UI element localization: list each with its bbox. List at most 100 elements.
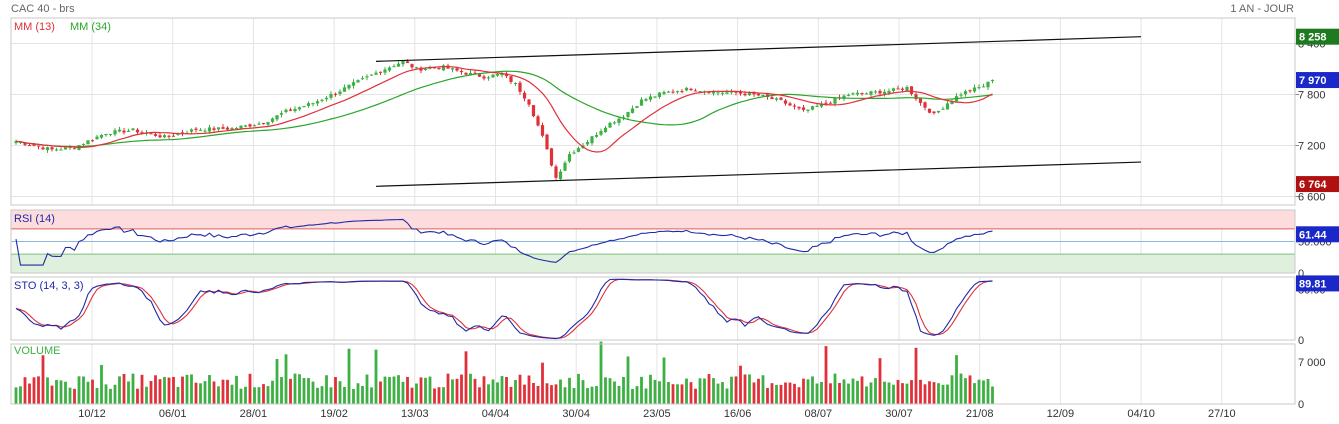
volume-bar bbox=[239, 388, 243, 404]
volume-bar bbox=[901, 383, 904, 404]
volume-bar bbox=[455, 378, 459, 404]
volume-bar bbox=[797, 387, 801, 404]
volume-bar bbox=[739, 365, 742, 404]
candle-body bbox=[158, 135, 162, 138]
candle-body bbox=[266, 122, 270, 125]
candle-body bbox=[234, 128, 239, 130]
volume-bar bbox=[982, 380, 985, 404]
candle-body bbox=[405, 61, 410, 63]
candle-body bbox=[810, 106, 815, 110]
candle-body bbox=[32, 144, 36, 146]
volume-bar bbox=[725, 388, 729, 404]
volume-bar bbox=[977, 379, 981, 404]
volume-bar bbox=[968, 375, 972, 404]
volume-bar bbox=[640, 376, 643, 404]
volume-bar bbox=[554, 384, 558, 404]
volume-bar bbox=[905, 383, 909, 404]
candle-body bbox=[725, 92, 729, 94]
volume-bar bbox=[383, 376, 387, 404]
volume-bar bbox=[41, 355, 45, 404]
volume-bar bbox=[685, 378, 688, 404]
volume-bar bbox=[752, 382, 756, 404]
candle-body bbox=[374, 72, 378, 75]
candle-body bbox=[365, 76, 369, 78]
volume-bar bbox=[604, 377, 607, 404]
volume-bar bbox=[509, 386, 513, 404]
candle-body bbox=[684, 87, 689, 91]
y-tick-label: 7 200 bbox=[1298, 141, 1326, 153]
tag-channel-lower-bg bbox=[1296, 176, 1339, 193]
candle-body bbox=[855, 92, 860, 95]
candle-body bbox=[473, 72, 477, 74]
candle-body bbox=[270, 118, 275, 122]
volume-bar bbox=[320, 386, 324, 404]
candle-body bbox=[644, 99, 648, 101]
candle-body bbox=[711, 91, 716, 94]
candle-body bbox=[86, 140, 90, 145]
candle-body bbox=[180, 132, 185, 134]
volume-bar bbox=[955, 355, 958, 404]
candle-body bbox=[117, 129, 122, 132]
candle-body bbox=[482, 76, 486, 79]
volume-y-tick: 0 bbox=[1298, 399, 1304, 411]
volume-bar bbox=[284, 354, 288, 404]
candle-body bbox=[693, 90, 698, 92]
volume-bars bbox=[14, 341, 994, 404]
volume-bar bbox=[113, 384, 117, 404]
candle-body bbox=[950, 101, 954, 104]
candle-body bbox=[302, 106, 306, 108]
candle-body bbox=[468, 72, 473, 75]
candle-body bbox=[896, 88, 900, 90]
candle-body bbox=[873, 91, 878, 93]
candle-body bbox=[878, 90, 882, 94]
volume-bar bbox=[478, 387, 481, 404]
period-label[interactable]: 1 AN - JOUR bbox=[1230, 3, 1294, 15]
candle-body bbox=[788, 103, 792, 106]
candle-body bbox=[918, 98, 923, 103]
volume-bar bbox=[424, 377, 427, 404]
x-tick-label: 16/06 bbox=[724, 408, 752, 420]
candle-body bbox=[261, 123, 266, 125]
volume-bar bbox=[262, 384, 265, 404]
volume-bar bbox=[185, 374, 189, 404]
candle-body bbox=[81, 144, 86, 146]
volume-bar bbox=[370, 387, 373, 404]
volume-bar bbox=[703, 378, 706, 404]
candle-body bbox=[387, 67, 392, 71]
candle-body bbox=[914, 94, 918, 100]
x-tick-label: 08/07 bbox=[805, 408, 833, 420]
volume-bar bbox=[91, 379, 94, 404]
volume-bar bbox=[401, 381, 405, 404]
candle-body bbox=[18, 142, 23, 144]
candle-body bbox=[54, 149, 59, 151]
volume-bar bbox=[469, 373, 472, 404]
volume-bar bbox=[617, 385, 621, 404]
x-tick-label: 21/08 bbox=[966, 408, 994, 420]
volume-bar bbox=[95, 388, 99, 404]
candle-body bbox=[198, 129, 203, 131]
volume-bar bbox=[766, 387, 769, 404]
candle-body bbox=[905, 87, 909, 92]
volume-bar bbox=[500, 376, 504, 404]
volume-bar bbox=[352, 388, 355, 404]
volume-bar bbox=[181, 376, 184, 404]
candle-body bbox=[941, 108, 945, 110]
candle-body bbox=[45, 147, 50, 151]
candle-body bbox=[311, 103, 315, 105]
candle-body bbox=[806, 109, 810, 111]
candle-body bbox=[761, 94, 765, 96]
tag-channel-lower: 6 764 bbox=[1296, 176, 1339, 193]
candle-body bbox=[563, 162, 567, 171]
panel-frame bbox=[10, 17, 1296, 206]
candle-body bbox=[531, 105, 536, 117]
volume-bar bbox=[568, 377, 571, 404]
volume-bar bbox=[622, 377, 625, 404]
volume-bar bbox=[946, 384, 949, 404]
candle-body bbox=[423, 68, 428, 70]
volume-bar bbox=[473, 378, 477, 404]
candle-body bbox=[639, 99, 644, 106]
candle-body bbox=[833, 97, 837, 104]
rsi-overbought-zone bbox=[11, 210, 1295, 229]
candle-body bbox=[207, 127, 212, 132]
